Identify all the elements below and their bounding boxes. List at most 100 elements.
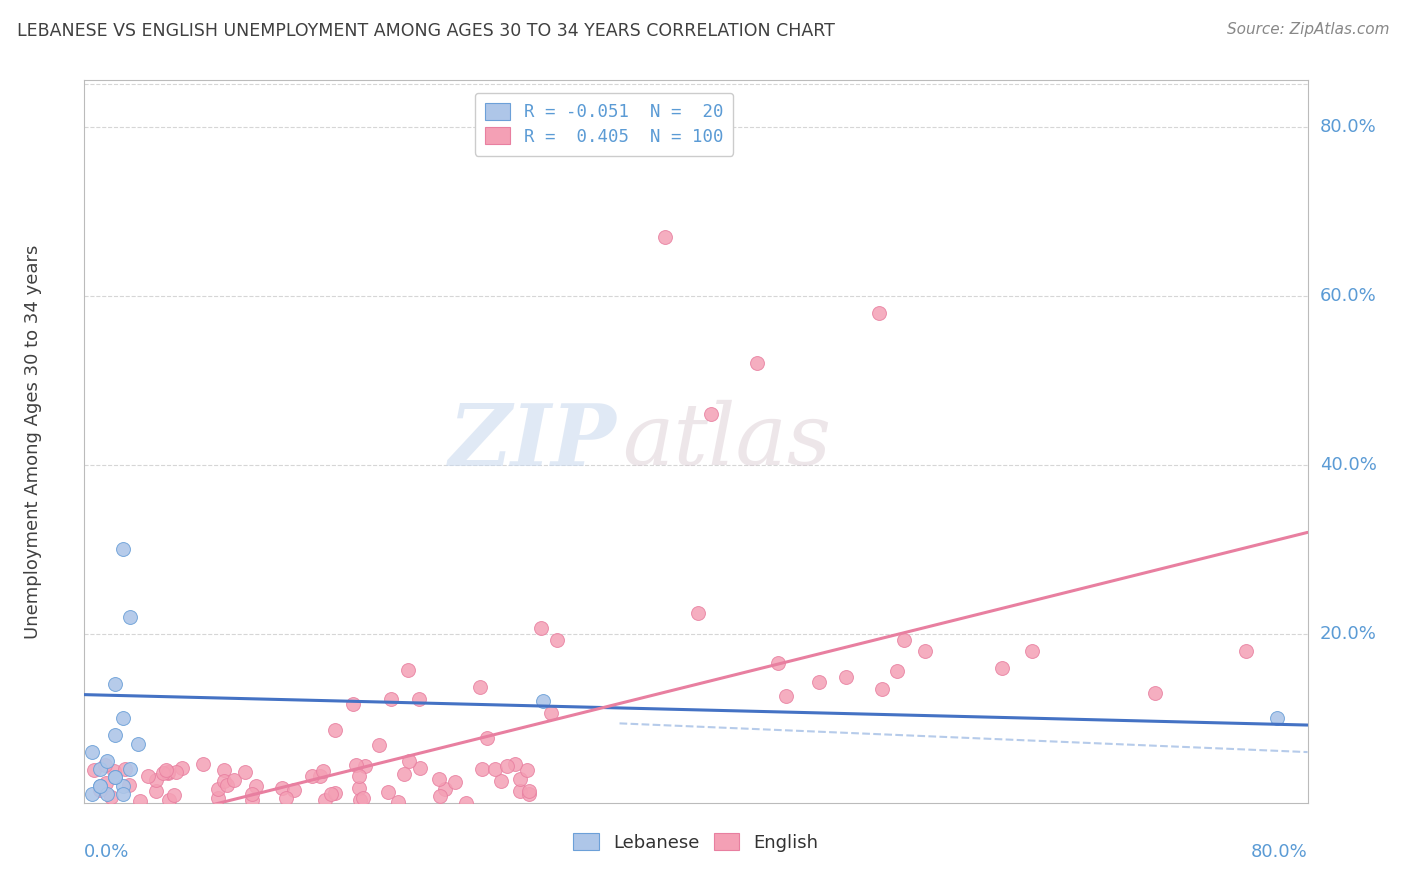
- Point: [157, 764, 180, 779]
- Point: [517, 788, 540, 802]
- Point: [893, 633, 915, 648]
- Text: Unemployment Among Ages 30 to 34 years: Unemployment Among Ages 30 to 34 years: [24, 244, 42, 639]
- Point: [377, 785, 399, 799]
- Point: [347, 780, 370, 795]
- Point: [1143, 686, 1166, 700]
- Point: [283, 782, 305, 797]
- Point: [100, 789, 122, 804]
- Point: [120, 762, 142, 776]
- Point: [766, 657, 789, 671]
- Point: [342, 697, 364, 711]
- Point: [212, 773, 235, 788]
- Point: [354, 759, 377, 773]
- Text: 80.0%: 80.0%: [1251, 843, 1308, 861]
- Point: [89, 762, 111, 776]
- Point: [127, 737, 149, 751]
- Point: [444, 775, 467, 789]
- Text: Source: ZipAtlas.com: Source: ZipAtlas.com: [1226, 22, 1389, 37]
- Point: [80, 788, 103, 802]
- Point: [207, 791, 229, 805]
- Point: [509, 772, 531, 786]
- Point: [94, 758, 117, 772]
- Point: [392, 767, 415, 781]
- Point: [456, 796, 478, 810]
- Point: [145, 772, 167, 787]
- Point: [323, 723, 346, 737]
- Point: [700, 407, 723, 421]
- Point: [301, 769, 323, 783]
- Point: [111, 779, 134, 793]
- Point: [429, 789, 451, 803]
- Point: [222, 772, 245, 787]
- Point: [409, 761, 432, 775]
- Point: [546, 633, 568, 648]
- Point: [233, 764, 256, 779]
- Point: [1236, 643, 1258, 657]
- Point: [775, 689, 797, 703]
- Point: [145, 784, 167, 798]
- Point: [319, 788, 342, 802]
- Point: [688, 607, 710, 621]
- Point: [323, 786, 346, 800]
- Point: [276, 791, 298, 805]
- Point: [312, 764, 335, 778]
- Text: 40.0%: 40.0%: [1320, 456, 1376, 474]
- Point: [120, 610, 142, 624]
- Point: [111, 711, 134, 725]
- Point: [1265, 711, 1288, 725]
- Point: [991, 660, 1014, 674]
- Point: [427, 772, 450, 786]
- Point: [157, 792, 180, 806]
- Point: [165, 764, 187, 779]
- Point: [314, 792, 336, 806]
- Point: [104, 771, 127, 785]
- Point: [367, 739, 389, 753]
- Point: [129, 795, 152, 809]
- Point: [212, 763, 235, 777]
- Point: [104, 728, 127, 742]
- Point: [914, 643, 936, 657]
- Point: [89, 782, 111, 797]
- Point: [89, 779, 111, 793]
- Point: [344, 758, 367, 772]
- Point: [271, 780, 294, 795]
- Point: [152, 765, 174, 780]
- Point: [156, 766, 179, 780]
- Point: [517, 783, 540, 797]
- Point: [138, 769, 160, 783]
- Point: [94, 776, 117, 790]
- Point: [104, 677, 127, 691]
- Point: [111, 788, 134, 802]
- Point: [245, 780, 267, 794]
- Text: 80.0%: 80.0%: [1320, 118, 1376, 136]
- Point: [80, 745, 103, 759]
- Point: [870, 682, 893, 697]
- Text: 0.0%: 0.0%: [84, 843, 129, 861]
- Text: atlas: atlas: [623, 401, 832, 483]
- Point: [516, 763, 538, 777]
- Point: [104, 771, 127, 785]
- Point: [835, 670, 858, 684]
- Text: 20.0%: 20.0%: [1320, 624, 1376, 643]
- Point: [114, 762, 136, 776]
- Point: [477, 731, 499, 745]
- Point: [207, 781, 229, 796]
- Point: [509, 784, 531, 798]
- Point: [408, 692, 430, 706]
- Point: [531, 694, 554, 708]
- Point: [352, 790, 374, 805]
- Point: [654, 229, 676, 244]
- Point: [83, 763, 105, 777]
- Legend: Lebanese, English: Lebanese, English: [567, 826, 825, 859]
- Point: [396, 663, 419, 677]
- Point: [96, 754, 118, 768]
- Point: [530, 621, 553, 635]
- Point: [468, 681, 491, 695]
- Point: [155, 763, 177, 777]
- Point: [380, 692, 402, 706]
- Point: [1021, 643, 1043, 657]
- Point: [471, 762, 494, 776]
- Point: [103, 764, 125, 778]
- Point: [869, 306, 891, 320]
- Point: [747, 356, 769, 370]
